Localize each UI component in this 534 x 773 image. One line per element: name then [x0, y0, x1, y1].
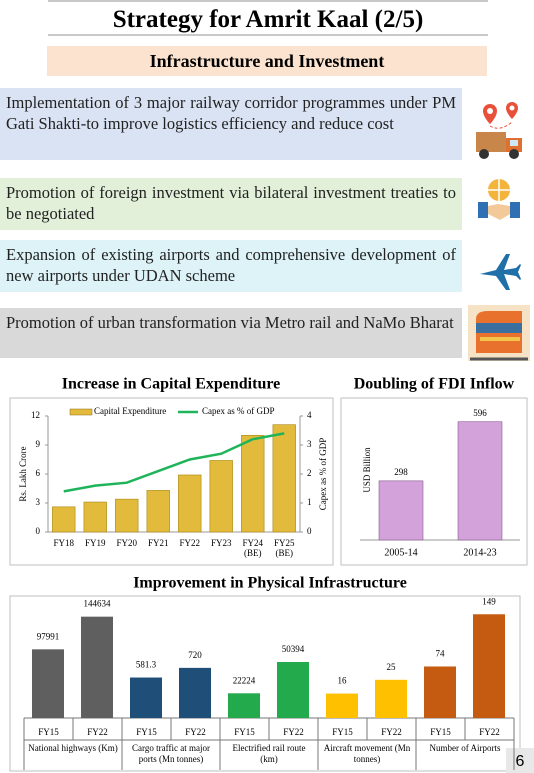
page-title: Strategy for Amrit Kaal (2/5) — [48, 0, 488, 36]
group-label: Aircraft movement (Mn tonnes) — [324, 743, 411, 764]
bar — [130, 677, 162, 718]
item: Expansion of existing airports and compr… — [0, 240, 462, 292]
x-tick-label: FY15 — [234, 727, 255, 737]
x-tick-label: FY21 — [148, 538, 169, 548]
group-label: Electrified rail route (km) — [233, 743, 306, 764]
bar — [146, 490, 170, 533]
chart-title: Doubling of FDI Inflow — [354, 376, 515, 393]
x-tick-label: FY22 — [381, 727, 402, 737]
truck-icon — [476, 102, 522, 159]
item: Promotion of urban transformation via Me… — [0, 308, 462, 358]
x-tick-label: FY22 — [185, 727, 206, 737]
value-label: 50394 — [282, 644, 305, 654]
group-label: National highways (Km) — [28, 743, 117, 753]
bar — [326, 693, 358, 718]
y-tick-label: 12 — [31, 410, 40, 420]
bar — [83, 501, 107, 533]
y2-tick-label: 1 — [307, 497, 312, 507]
legend-label: Capex as % of GDP — [202, 406, 275, 416]
bar — [209, 460, 233, 533]
x-tick-label: FY22 — [479, 727, 500, 737]
x-tick-label: FY22 — [283, 727, 304, 737]
value-label: 144634 — [84, 599, 112, 609]
x-tick-label: FY15 — [430, 727, 451, 737]
chart-title: Increase in Capital Expenditure — [62, 376, 281, 393]
x-tick-label: FY25 (BE) — [274, 538, 295, 558]
value-label: 149 — [482, 596, 496, 606]
x-tick-label: FY23 — [211, 538, 232, 548]
bar — [241, 435, 265, 533]
item: Promotion of foreign investment via bila… — [0, 178, 462, 230]
bar — [378, 480, 424, 541]
x-tick-label: FY20 — [116, 538, 137, 548]
chart-title: Improvement in Physical Infrastructure — [133, 575, 407, 592]
bar — [424, 666, 456, 718]
y2-tick-label: 4 — [307, 410, 312, 420]
bar — [375, 679, 407, 718]
y-tick-label: 6 — [36, 468, 41, 478]
value-label: 298 — [394, 467, 408, 477]
section-title: Infrastructure and Investment — [47, 46, 487, 76]
y-tick-label: 3 — [36, 497, 41, 507]
value-label: 16 — [338, 676, 348, 686]
value-label: 97991 — [37, 631, 60, 641]
x-tick-label: FY18 — [53, 538, 74, 548]
line — [63, 432, 285, 493]
y-tick-label: 9 — [36, 439, 41, 449]
x-tick-label: 2014-23 — [463, 547, 496, 558]
x-tick-label: FY24 (BE) — [242, 538, 263, 558]
bar — [115, 498, 139, 533]
train-icon — [468, 305, 530, 361]
bar — [178, 474, 202, 533]
x-tick-label: FY15 — [38, 727, 59, 737]
bar — [457, 421, 503, 541]
value-label: 22224 — [233, 675, 256, 685]
bar — [228, 693, 260, 718]
value-label: 596 — [473, 408, 487, 418]
legend-swatch — [69, 408, 93, 416]
y-axis-label: Rs. Lakh Crore — [18, 446, 28, 501]
value-label: 74 — [436, 649, 446, 659]
value-label: 720 — [188, 650, 202, 660]
bar — [277, 662, 309, 718]
charts: 6 Increase in Capital Expenditure0369120… — [9, 376, 534, 773]
y-tick-label: 0 — [36, 526, 41, 536]
bar — [179, 667, 211, 718]
x-tick-label: FY22 — [179, 538, 200, 548]
x-tick-label: FY22 — [87, 727, 108, 737]
bar — [52, 506, 76, 533]
y2-tick-label: 3 — [307, 439, 312, 449]
bar — [272, 424, 296, 533]
y-axis-label: USD Billion — [362, 447, 372, 493]
plane-icon — [480, 254, 521, 290]
x-tick-label: 2005-14 — [384, 547, 417, 558]
x-tick-label: FY15 — [332, 727, 353, 737]
group-label: Number of Airports — [430, 743, 501, 753]
handshake-icon — [478, 179, 520, 220]
value-label: 25 — [387, 662, 397, 672]
bar — [473, 614, 505, 718]
y2-axis-label: Capex as % of GDP — [318, 438, 328, 511]
bar — [81, 616, 113, 718]
bar — [32, 649, 64, 718]
x-tick-label: FY15 — [136, 727, 157, 737]
y2-tick-label: 2 — [307, 468, 312, 478]
legend-label: Capital Expenditure — [94, 406, 166, 416]
value-label: 581.3 — [136, 660, 157, 670]
y2-tick-label: 0 — [307, 526, 312, 536]
page-number-box — [506, 748, 534, 773]
page-number: 6 — [516, 753, 525, 770]
item: Implementation of 3 major railway corrid… — [0, 88, 462, 160]
x-tick-label: FY19 — [85, 538, 106, 548]
group-label: Cargo traffic at major ports (Mn tonnes) — [132, 743, 210, 764]
